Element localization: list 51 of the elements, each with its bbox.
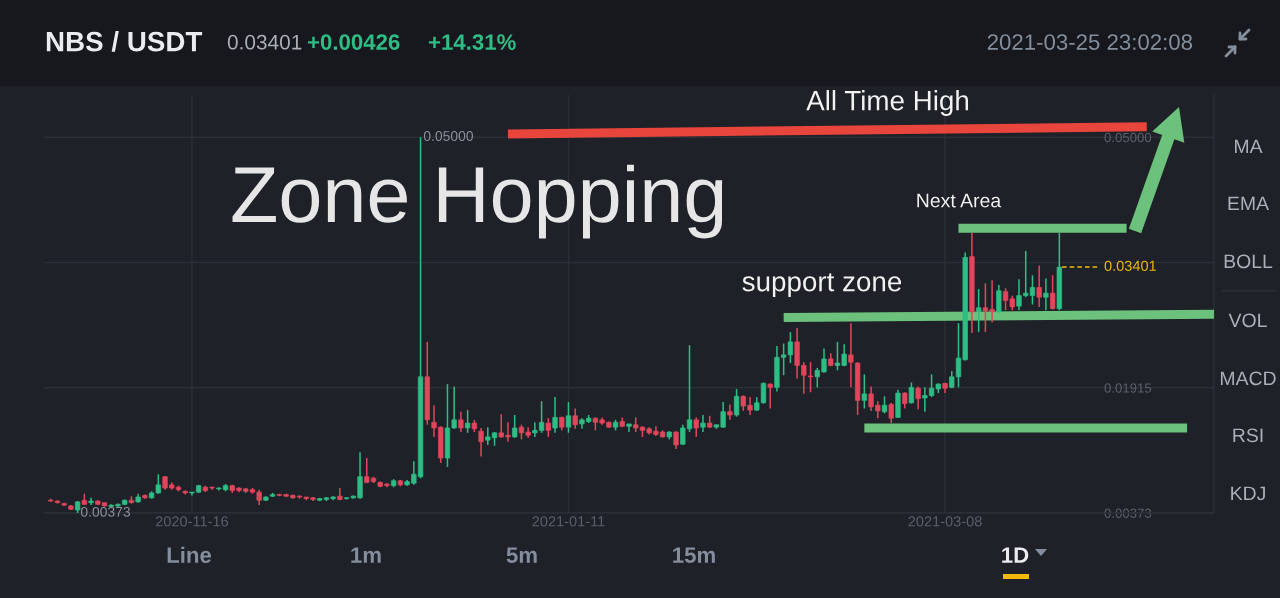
text: 5m (506, 547, 537, 563)
text: KDJ (1231, 486, 1265, 501)
candlestick (552, 396, 558, 434)
candlestick (861, 373, 867, 410)
text: 0.03401 (227, 34, 302, 50)
y-tick-label: 0.05000 (1104, 132, 1152, 143)
x-tick-label: 2021-01-11 (532, 516, 605, 527)
candlestick (512, 414, 518, 439)
candlestick (464, 409, 471, 434)
annotation: 0.05000 (423, 131, 473, 141)
candlestick (1049, 274, 1056, 311)
text: Line (167, 546, 212, 563)
annotation: Zone Hopping (232, 164, 723, 239)
text: VOL (1228, 313, 1267, 328)
candlestick (458, 410, 464, 433)
x-tick-label: 2020-11-16 (155, 516, 229, 527)
y-tick-label: 0.00373 (1104, 508, 1152, 518)
candlestick (693, 416, 699, 438)
text: +14.31% (428, 34, 516, 50)
candlestick (767, 382, 773, 410)
y-tick-label: 0.01915 (1104, 383, 1152, 393)
annotation: Next Area (917, 193, 1002, 208)
candlestick (1036, 264, 1042, 308)
ref-line-label: 0.03401 (1104, 260, 1156, 271)
candlestick (478, 427, 484, 458)
annotation: All Time High (806, 90, 969, 116)
x-tick-label: 2021-03-08 (908, 516, 982, 527)
text: 15m (673, 547, 715, 563)
text: 1m (351, 547, 381, 563)
candlestick (915, 385, 921, 411)
text: 1D (1002, 547, 1029, 563)
text: +0.00426 (307, 34, 400, 50)
candlestick (545, 417, 551, 438)
candlestick (565, 401, 572, 434)
candlestick (733, 388, 740, 418)
text: MACD (1220, 371, 1276, 386)
candlestick (908, 381, 915, 405)
text: EMA (1228, 196, 1270, 211)
text: BOLL (1224, 254, 1273, 269)
candlestick (888, 402, 894, 424)
text: MA (1235, 139, 1263, 154)
annotation: support zone (742, 273, 902, 297)
candlestick (727, 403, 733, 421)
candlestick (572, 407, 578, 430)
chart-title: NBS / USDT (46, 31, 203, 52)
candlestick (976, 288, 982, 333)
annotation: 0.00373 (80, 506, 130, 517)
text: 2021-03-25 23:02:08 (987, 34, 1193, 50)
candlestick (1043, 277, 1049, 311)
candlestick (996, 284, 1002, 314)
text: RSI (1233, 428, 1263, 443)
